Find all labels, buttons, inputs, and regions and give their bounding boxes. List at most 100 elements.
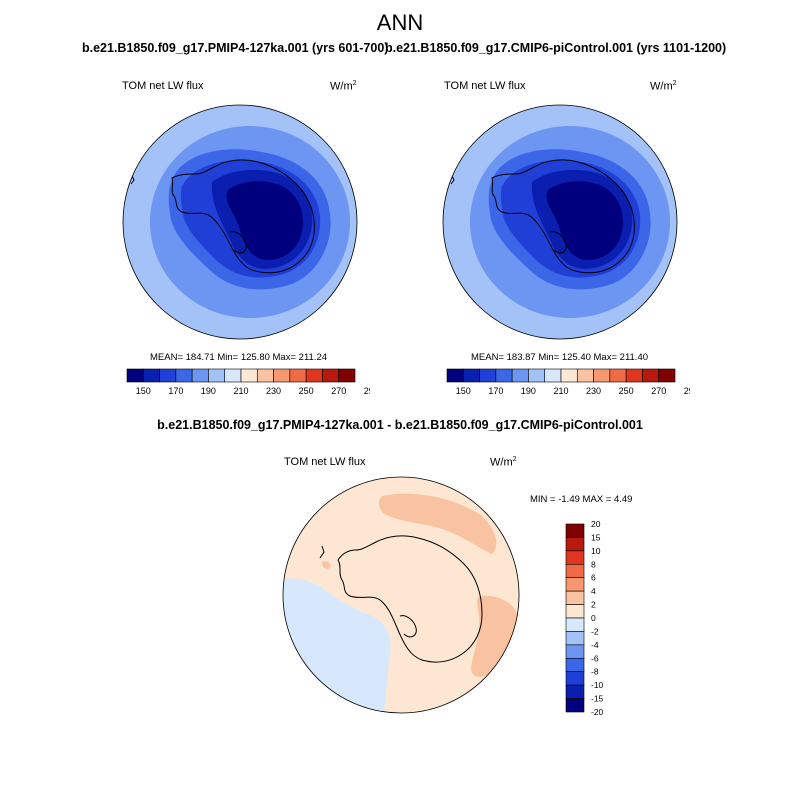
coastline xyxy=(337,535,483,663)
colorbar-box xyxy=(175,368,193,383)
diff-variable-label: TOM net LW flux xyxy=(284,456,366,468)
panel-2-map xyxy=(442,104,678,340)
colorbar-label: 6 xyxy=(591,573,596,583)
colorbar-box xyxy=(159,368,177,383)
ring6 xyxy=(546,181,624,260)
colorbar-label: 270 xyxy=(331,386,346,396)
colorbar-label: 170 xyxy=(168,386,183,396)
colorbar-box xyxy=(208,368,226,383)
colorbar-label: 230 xyxy=(586,386,601,396)
colorbar-panel-1: 150 170 190 210 230 250 270 290 xyxy=(126,368,370,396)
colorbar-label: 15 xyxy=(591,532,601,542)
coastline xyxy=(171,159,315,274)
colorbar-label: 250 xyxy=(299,386,314,396)
colorbar-label: 270 xyxy=(651,386,666,396)
colorbar-label: -2 xyxy=(591,626,599,636)
panel-1-units-label: W/m2 xyxy=(330,80,357,93)
diff-title: b.e21.B1850.f09_g17.PMIP4-127ka.001 - b.… xyxy=(157,418,643,432)
colorbar-box xyxy=(224,368,242,383)
panel-2-variable-label: TOM net LW flux xyxy=(444,80,526,92)
panel-1-case-title: b.e21.B1850.f09_g17.PMIP4-127ka.001 (yrs… xyxy=(82,41,389,55)
colorbar-box xyxy=(495,368,513,383)
colorbar-label: 8 xyxy=(591,559,596,569)
colorbar-label: 210 xyxy=(553,386,568,396)
colorbar-box xyxy=(565,563,585,579)
colorbar-box xyxy=(593,368,611,383)
diff-units-label: W/m2 xyxy=(490,456,517,469)
colorbar-box xyxy=(479,368,497,383)
colorbar-label: -8 xyxy=(591,667,599,677)
colorbar-box xyxy=(462,368,480,383)
colorbar-box xyxy=(565,617,585,632)
panel-2-stats: MEAN= 183.87 Min= 125.40 Max= 211.40 xyxy=(471,352,649,363)
colorbar-box xyxy=(565,698,585,713)
colorbar-label: 170 xyxy=(488,386,503,396)
colorbar-label: 150 xyxy=(456,386,471,396)
colorbar-panel-2: 150 170 190 210 230 250 270 290 xyxy=(446,368,690,396)
diff-stats: MIN = -1.49 MAX = 4.49 xyxy=(530,494,633,505)
colorbar-box xyxy=(642,368,660,383)
colorbar-box xyxy=(322,368,340,383)
colorbar-label: 290 xyxy=(364,386,370,396)
colorbar-box xyxy=(565,644,585,659)
colorbar-box xyxy=(565,604,585,619)
colorbar-label: 10 xyxy=(591,546,601,556)
colorbar-box xyxy=(565,657,585,673)
colorbar-label: 4 xyxy=(591,586,596,596)
colorbar-label: 290 xyxy=(684,386,690,396)
colorbar-box xyxy=(609,368,627,383)
colorbar-label: -10 xyxy=(591,680,604,690)
colorbar-box xyxy=(565,550,585,565)
colorbar-label: 230 xyxy=(266,386,281,396)
ring6 xyxy=(226,181,304,260)
colorbar-label: 20 xyxy=(591,520,601,529)
colorbar-box xyxy=(544,368,562,383)
colorbar-box xyxy=(576,368,594,383)
colorbar-label: 250 xyxy=(619,386,634,396)
colorbar-label: 2 xyxy=(591,600,596,610)
diff-pos-med-area-east xyxy=(471,595,518,677)
colorbar-label: 150 xyxy=(136,386,151,396)
panel-2-units-label: W/m2 xyxy=(650,80,677,93)
colorbar-box xyxy=(658,368,676,383)
diff-pos-med-area-north xyxy=(379,493,497,554)
colorbar-label: -4 xyxy=(591,640,599,650)
colorbar-box xyxy=(565,631,585,646)
colorbar-label: -6 xyxy=(591,653,599,663)
colorbar-box xyxy=(273,368,291,383)
figure-title: ANN xyxy=(376,10,424,35)
colorbar-box xyxy=(338,368,356,383)
colorbar-label: -15 xyxy=(591,694,604,704)
colorbar-box xyxy=(565,684,585,699)
diff-map xyxy=(282,476,520,714)
colorbar-box xyxy=(142,368,160,383)
colorbar-box xyxy=(565,523,585,538)
colorbar-label: 190 xyxy=(201,386,216,396)
colorbar-label: 0 xyxy=(591,613,596,623)
panel-1-map xyxy=(122,104,358,340)
colorbar-label: -20 xyxy=(591,707,604,716)
colorbar-box xyxy=(446,368,464,383)
colorbar-label: 210 xyxy=(233,386,248,396)
panel-1-variable-label: TOM net LW flux xyxy=(122,80,204,92)
colorbar-box xyxy=(565,577,585,592)
colorbar-box xyxy=(240,368,258,383)
colorbar-box xyxy=(528,368,546,383)
colorbar-label: 190 xyxy=(521,386,536,396)
colorbar-box xyxy=(126,368,144,383)
panel-2-case-title: b.e21.B1850.f09_g17.CMIP6-piControl.001 … xyxy=(385,41,727,55)
panel-1-stats: MEAN= 184.71 Min= 125.80 Max= 211.24 xyxy=(150,352,328,363)
colorbar-box xyxy=(625,368,643,383)
colorbar-box xyxy=(256,368,274,383)
coastline xyxy=(491,159,635,274)
colorbar-box xyxy=(511,368,529,383)
colorbar-box xyxy=(565,671,585,686)
colorbar-box xyxy=(560,368,578,383)
colorbar-box xyxy=(305,368,323,383)
colorbar-box xyxy=(191,368,209,383)
colorbar-box xyxy=(565,537,585,552)
colorbar-box xyxy=(565,590,585,605)
colorbar-box xyxy=(289,368,307,383)
